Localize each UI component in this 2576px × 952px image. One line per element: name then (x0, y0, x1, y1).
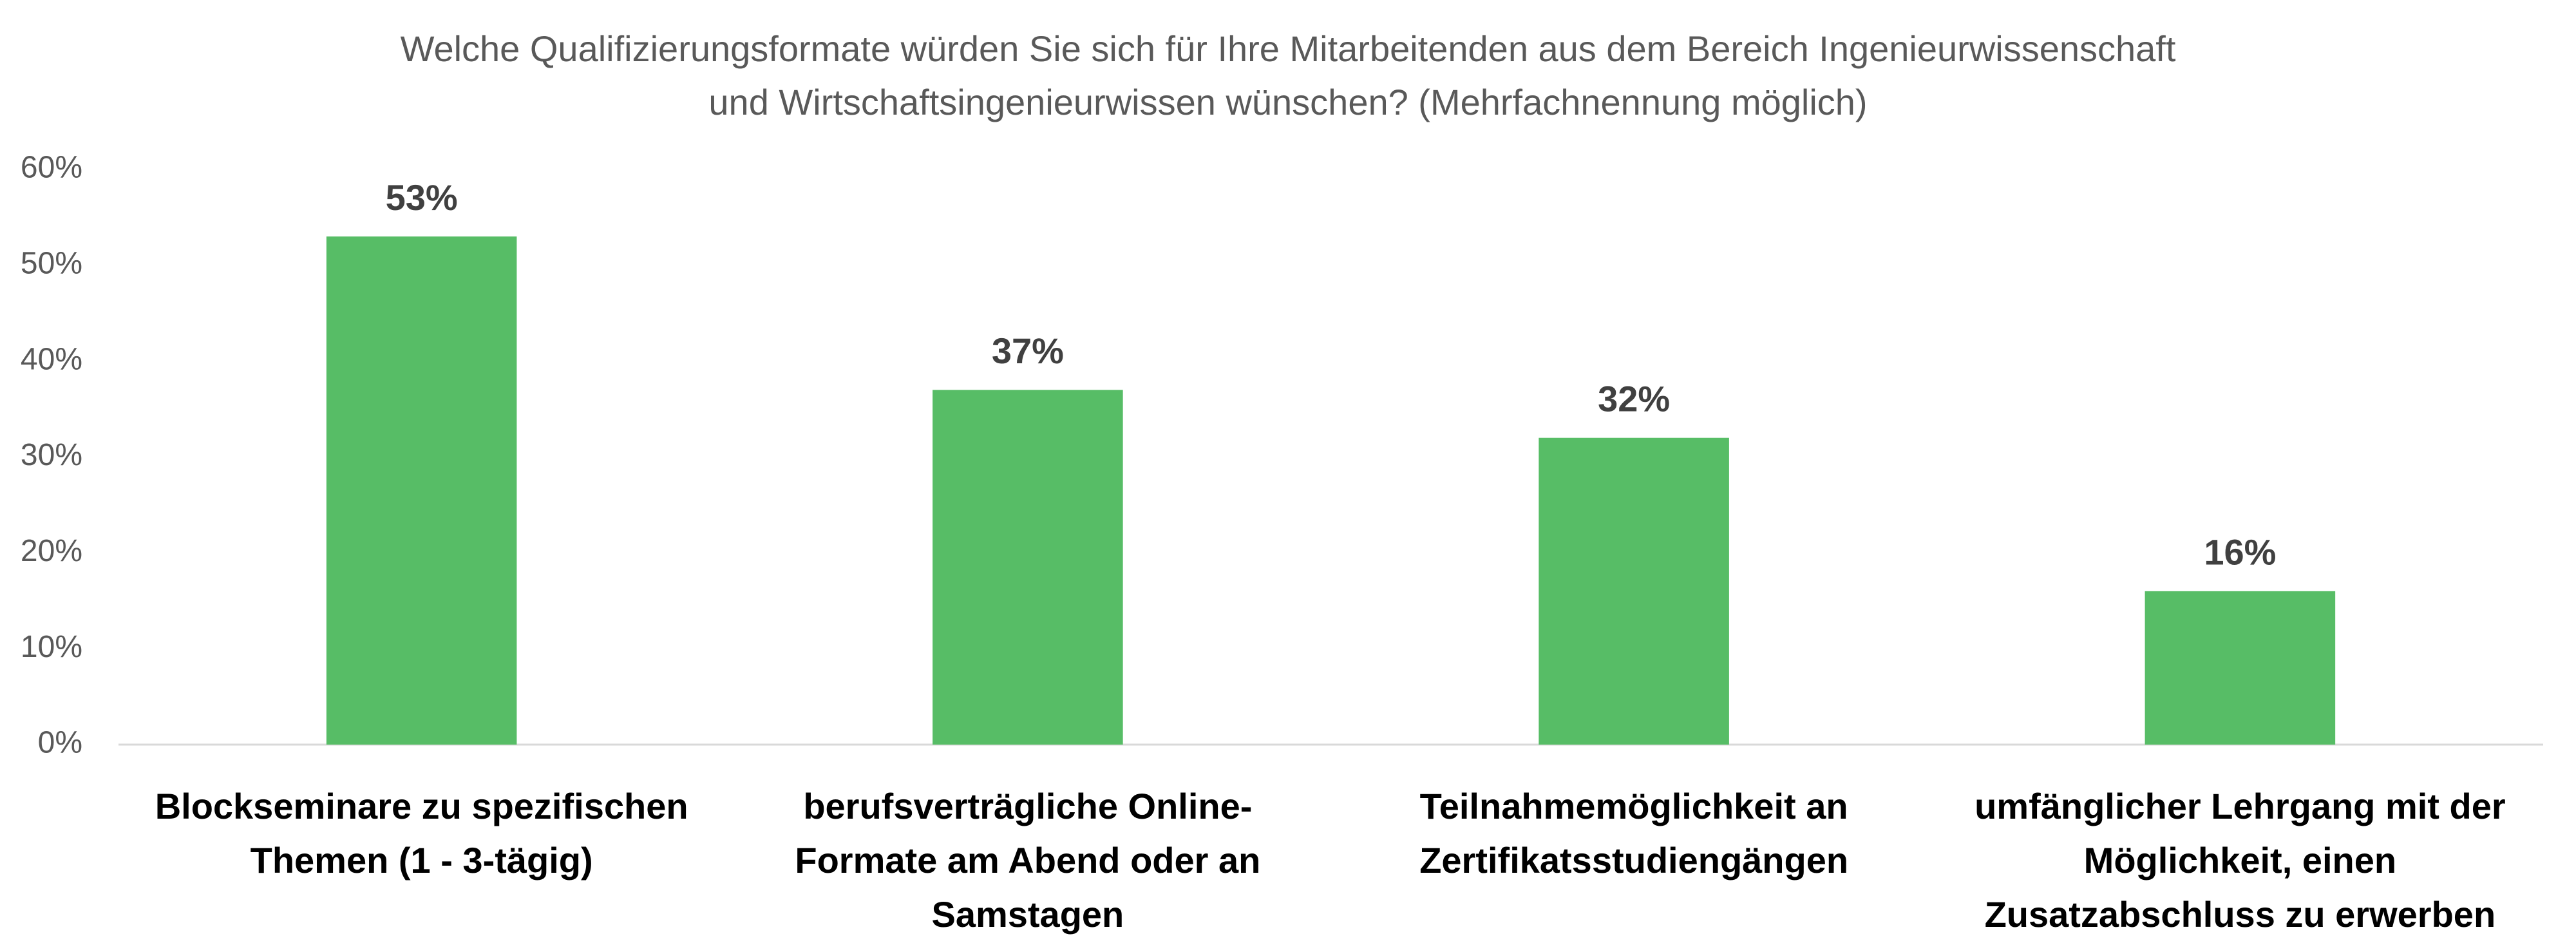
value-label: 32% (1598, 379, 1670, 419)
y-tick-label: 50% (21, 247, 82, 281)
chart-title: und Wirtschaftsingenieurwissen wünschen?… (708, 82, 1867, 122)
x-tick-label: berufsverträgliche Online-Formate am Abe… (795, 786, 1261, 935)
x-tick-label: Teilnahmemöglichkeit an Zertifikatsstudi… (1419, 786, 1849, 881)
bar (326, 236, 517, 745)
x-tick-label: umfänglicher Lehrgang mit der Möglichkei… (1975, 786, 2506, 935)
y-tick-label: 20% (21, 534, 82, 568)
y-tick-label: 0% (38, 726, 82, 760)
y-tick-label: 10% (21, 630, 82, 664)
y-tick-label: 40% (21, 342, 82, 376)
bar (2145, 591, 2336, 745)
value-label: 16% (2204, 532, 2276, 573)
y-tick-label: 30% (21, 438, 82, 472)
value-label: 53% (386, 177, 458, 218)
value-label: 37% (992, 330, 1064, 371)
y-tick-label: 60% (21, 151, 82, 185)
bar (1539, 437, 1729, 745)
bar (933, 390, 1123, 745)
x-tick-label: Blockseminare zu spezifischen Themen (1 … (155, 786, 688, 881)
chart-title: Welche Qualifizierungsformate würden Sie… (401, 28, 2176, 69)
